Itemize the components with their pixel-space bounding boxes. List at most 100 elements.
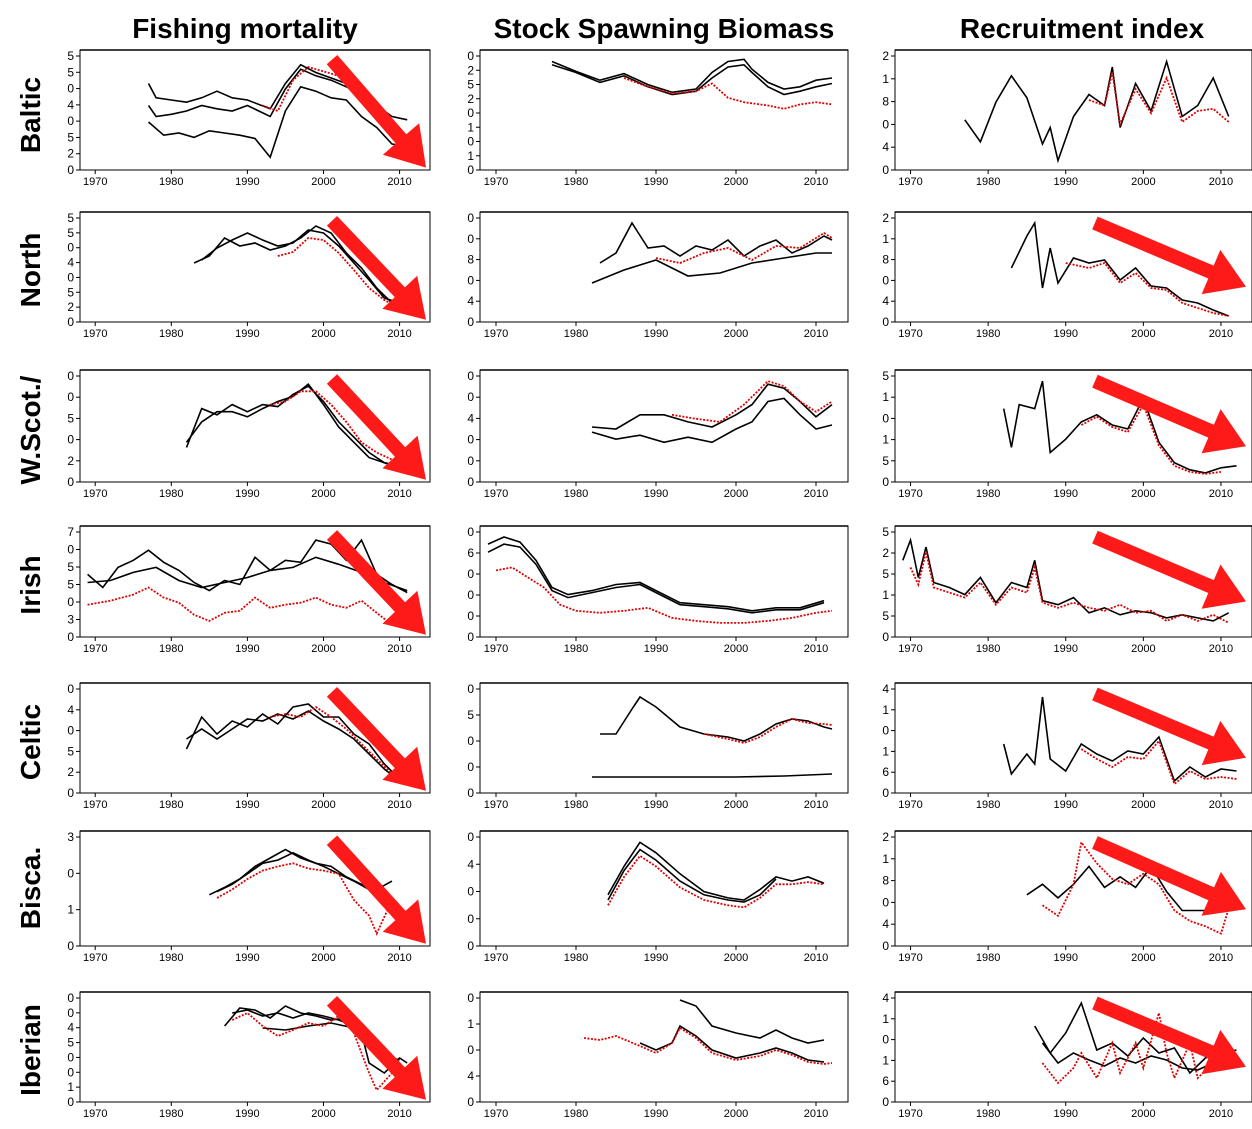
plot-area: [87, 538, 408, 629]
x-tick-label: 1990: [644, 643, 668, 655]
y-tick-label: 0: [67, 991, 74, 1005]
y-tick-label: 0: [67, 1050, 74, 1064]
x-tick-label: 2010: [1209, 328, 1233, 340]
y-tick-label: 2: [882, 830, 889, 844]
y-tick-label: 0: [67, 595, 74, 609]
plot-area: [1002, 380, 1237, 475]
plot-area: [1034, 1000, 1237, 1085]
observed-series-line: [607, 841, 825, 901]
x-tick-label: 1970: [83, 176, 107, 188]
observed-series-line: [216, 851, 370, 893]
plot-area: [1010, 220, 1229, 317]
y-tick-label: 0: [467, 885, 474, 899]
row-label: Irish: [15, 555, 46, 614]
y-tick-label: 4: [67, 703, 74, 717]
y-tick-label: 2: [67, 765, 74, 779]
x-tick-label: 1970: [83, 952, 107, 964]
x-tick-label: 1970: [898, 799, 922, 811]
plot-area: [902, 537, 1230, 624]
x-tick-label: 1990: [1053, 328, 1077, 340]
y-tick-label: 0: [467, 433, 474, 447]
estimate-series-line: [909, 551, 1230, 624]
y-tick-label: 5: [882, 567, 889, 581]
y-tick-label: 0: [67, 369, 74, 383]
estimate-series-line: [1080, 739, 1237, 786]
plot-area: [964, 58, 1230, 164]
y-tick-label: 0: [467, 369, 474, 383]
y-tick-label: 8: [467, 253, 474, 267]
declining-trend-arrow: [1092, 216, 1246, 295]
y-tick-label: 0: [882, 117, 889, 131]
y-tick-label: 0: [467, 609, 474, 623]
x-tick-label: 1980: [976, 488, 1000, 500]
y-tick-label: 0: [467, 106, 474, 120]
x-tick-label: 2000: [1131, 643, 1155, 655]
y-tick-label: 0: [67, 390, 74, 404]
y-tick-label: 0: [882, 724, 889, 738]
x-tick-label: 1980: [976, 176, 1000, 188]
x-tick-label: 2010: [387, 488, 411, 500]
observed-series-line: [551, 63, 833, 96]
y-tick-label: 5: [67, 744, 74, 758]
x-tick-label: 1990: [235, 328, 259, 340]
observed-series-line: [186, 710, 401, 782]
y-tick-label: 5: [67, 411, 74, 425]
y-tick-label: 0: [467, 1095, 474, 1109]
x-tick-label: 2010: [387, 176, 411, 188]
y-tick-label: 0: [67, 82, 74, 96]
y-tick-label: 0: [467, 135, 474, 149]
estimate-series-line: [270, 705, 408, 785]
y-tick-label: 0: [467, 273, 474, 287]
x-tick-label: 1980: [564, 1108, 588, 1120]
y-tick-label: 0: [882, 411, 889, 425]
estimate-series-line: [277, 237, 416, 314]
y-tick-label: 4: [882, 682, 889, 696]
y-tick-label: 0: [467, 525, 474, 539]
y-tick-label: 5: [67, 211, 74, 225]
declining-trend-arrow: [1092, 687, 1246, 766]
y-tick-label: 1: [882, 72, 889, 86]
x-tick-label: 1990: [1053, 1108, 1077, 1120]
y-tick-label: 0: [882, 315, 889, 329]
y-tick-label: 5: [882, 369, 889, 383]
y-tick-label: 0: [467, 390, 474, 404]
y-tick-label: 2: [67, 454, 74, 468]
row-label: North: [15, 233, 46, 308]
y-tick-label: 4: [882, 140, 889, 154]
x-tick-label: 1990: [644, 488, 668, 500]
x-tick-label: 1980: [976, 799, 1000, 811]
y-tick-label: 5: [67, 130, 74, 144]
y-tick-label: 5: [67, 285, 74, 299]
y-tick-label: 0: [67, 682, 74, 696]
y-tick-label: 0: [467, 1043, 474, 1057]
plot-area: [208, 848, 393, 936]
estimate-series-line: [583, 1026, 833, 1065]
observed-series-line: [551, 58, 833, 94]
panel-frame: [479, 830, 849, 947]
y-tick-label: 2: [67, 147, 74, 161]
y-tick-label: 5: [67, 560, 74, 574]
y-tick-label: 5: [67, 226, 74, 240]
x-tick-label: 1990: [235, 799, 259, 811]
x-tick-label: 2010: [804, 328, 828, 340]
panel: 1970 1980 1990 2000 2010 0 5 0 0 0: [467, 682, 849, 811]
x-tick-label: 1970: [83, 643, 107, 655]
x-tick-label: 1970: [898, 643, 922, 655]
y-tick-label: 0: [467, 211, 474, 225]
declining-trend-arrow: [326, 687, 426, 791]
y-tick-label: 5: [67, 49, 74, 63]
observed-series-line: [592, 773, 833, 778]
x-tick-label: 1990: [644, 952, 668, 964]
declining-trend-arrow: [1092, 836, 1246, 916]
x-tick-label: 1990: [1053, 176, 1077, 188]
x-tick-label: 1970: [484, 1108, 508, 1120]
panel: 1970 1980 1990 2000 2010 7 0 5 5 0 3 0: [67, 525, 431, 655]
panel: 1970 1980 1990 2000 2010 2 1 8 0 4 0: [882, 211, 1252, 340]
estimate-series-line: [655, 231, 833, 264]
declining-trend-arrow: [326, 835, 426, 944]
x-tick-label: 2000: [311, 328, 335, 340]
